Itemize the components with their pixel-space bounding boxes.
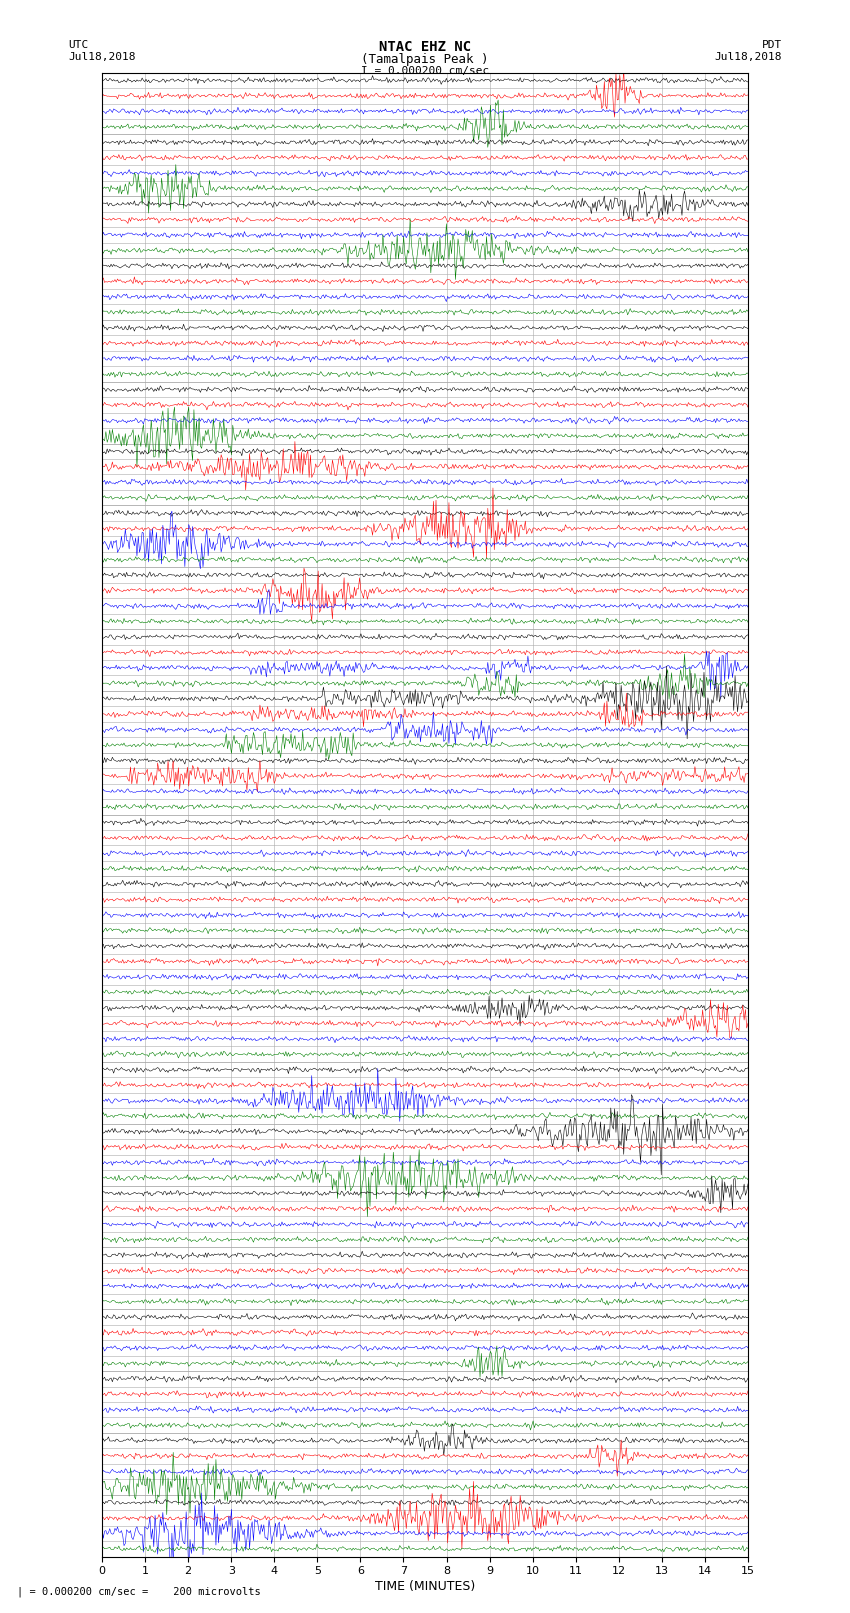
X-axis label: TIME (MINUTES): TIME (MINUTES) [375, 1581, 475, 1594]
Text: Jul18,2018: Jul18,2018 [715, 52, 782, 61]
Text: NTAC EHZ NC: NTAC EHZ NC [379, 40, 471, 55]
Text: I = 0.000200 cm/sec: I = 0.000200 cm/sec [361, 66, 489, 76]
Text: (Tamalpais Peak ): (Tamalpais Peak ) [361, 53, 489, 66]
Text: PDT: PDT [762, 40, 782, 50]
Text: Jul18,2018: Jul18,2018 [68, 52, 135, 61]
Text: | = 0.000200 cm/sec =    200 microvolts: | = 0.000200 cm/sec = 200 microvolts [17, 1586, 261, 1597]
Text: UTC: UTC [68, 40, 88, 50]
